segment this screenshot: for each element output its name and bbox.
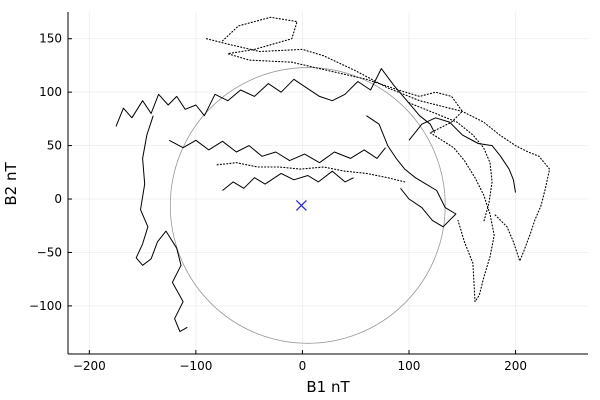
- trace-line-9: [408, 102, 493, 224]
- grid: [68, 12, 588, 354]
- trace-line-10: [216, 162, 406, 183]
- center-marker: [295, 199, 307, 211]
- y-axis-title: B2 nT: [2, 162, 20, 206]
- trace-line-0: [115, 68, 436, 134]
- reference-circle: [169, 67, 446, 344]
- trace-line-8: [205, 38, 551, 262]
- ticks: −200 −100 0 100 200 −100 −50 0 50 100 150: [29, 32, 527, 373]
- trace-line-7: [429, 132, 495, 303]
- x-tick-label-4: 200: [504, 359, 527, 373]
- reference-circle-layer: [169, 67, 446, 344]
- trace-line-1: [135, 115, 188, 333]
- x-tick-label-3: 100: [398, 359, 421, 373]
- y-tick-label-0: −100: [29, 299, 62, 313]
- x-tick-label-2: 0: [299, 359, 307, 373]
- trace-line-5: [408, 117, 516, 193]
- trace-line-4: [366, 115, 457, 228]
- marker-layer: [295, 199, 307, 211]
- marker-stroke-b: [295, 199, 307, 211]
- y-tick-label-3: 50: [47, 139, 62, 153]
- y-tick-label-1: −50: [37, 245, 62, 259]
- y-tick-label-4: 100: [39, 85, 62, 99]
- axes: [67, 12, 588, 355]
- x-tick-label-1: −100: [179, 359, 212, 373]
- y-tick-label-2: 0: [54, 192, 62, 206]
- trace-layer: [115, 16, 551, 333]
- trace-line-2: [168, 139, 386, 164]
- x-axis-title: B1 nT: [306, 378, 350, 396]
- trace-line-3: [222, 170, 354, 191]
- trace-line-6: [221, 16, 463, 134]
- y-tick-label-5: 150: [39, 32, 62, 46]
- x-tick-label-0: −200: [73, 359, 106, 373]
